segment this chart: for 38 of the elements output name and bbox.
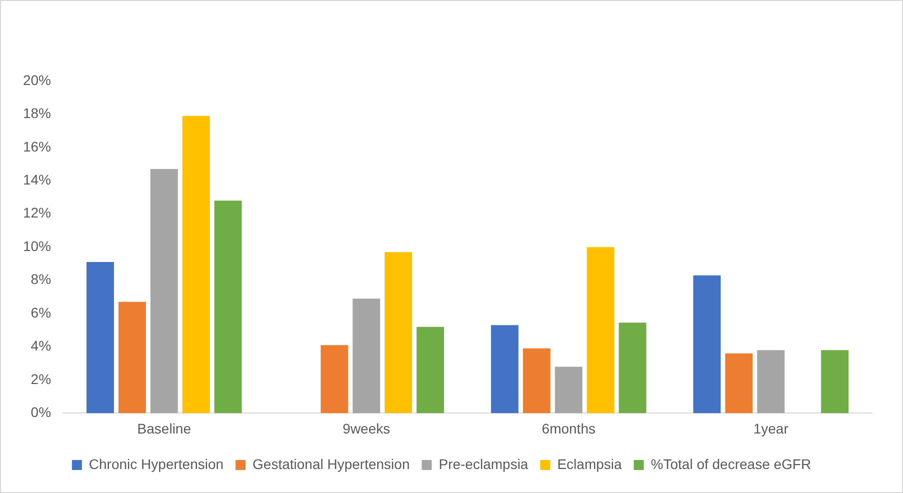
bar (416, 326, 444, 414)
bar (757, 350, 785, 414)
y-tick-label: 0% (30, 404, 52, 420)
bar (490, 325, 518, 414)
y-tick-label: 8% (30, 271, 52, 288)
y-tick-label: 14% (22, 172, 52, 188)
bar (725, 353, 753, 414)
bar (86, 262, 114, 414)
bar (586, 247, 614, 414)
y-tick-label: 12% (22, 204, 52, 221)
legend-label: Gestational Hypertension (252, 456, 410, 472)
x-tick-label: Baseline (137, 420, 192, 436)
x-tick-label: 9weeks (342, 420, 390, 436)
bar (150, 169, 178, 414)
bar (554, 366, 582, 414)
bar (118, 302, 146, 414)
y-tick-label: 20% (22, 72, 52, 88)
y-tick-label: 4% (30, 338, 52, 354)
legend-label: Eclampsia (557, 456, 622, 472)
bar (182, 116, 210, 414)
bar (214, 200, 242, 414)
bar (522, 348, 550, 414)
bar (618, 322, 646, 414)
legend-label: %Total of decrease eGFR (650, 456, 812, 472)
x-tick-label: 6months (542, 420, 596, 436)
legend-label: Chronic Hypertension (88, 456, 224, 472)
y-tick-label: 16% (22, 138, 52, 154)
y-tick-label: 10% (22, 238, 52, 254)
bar (693, 275, 721, 414)
bar (320, 345, 348, 414)
bar (821, 350, 849, 414)
y-tick-label: 18% (22, 105, 52, 122)
bar (352, 298, 380, 414)
x-tick-label: 1year (753, 420, 789, 436)
bar (384, 252, 412, 414)
y-tick-label: 6% (30, 304, 52, 320)
legend-label: Pre-eclampsia (438, 456, 528, 472)
y-tick-label: 2% (30, 370, 52, 387)
